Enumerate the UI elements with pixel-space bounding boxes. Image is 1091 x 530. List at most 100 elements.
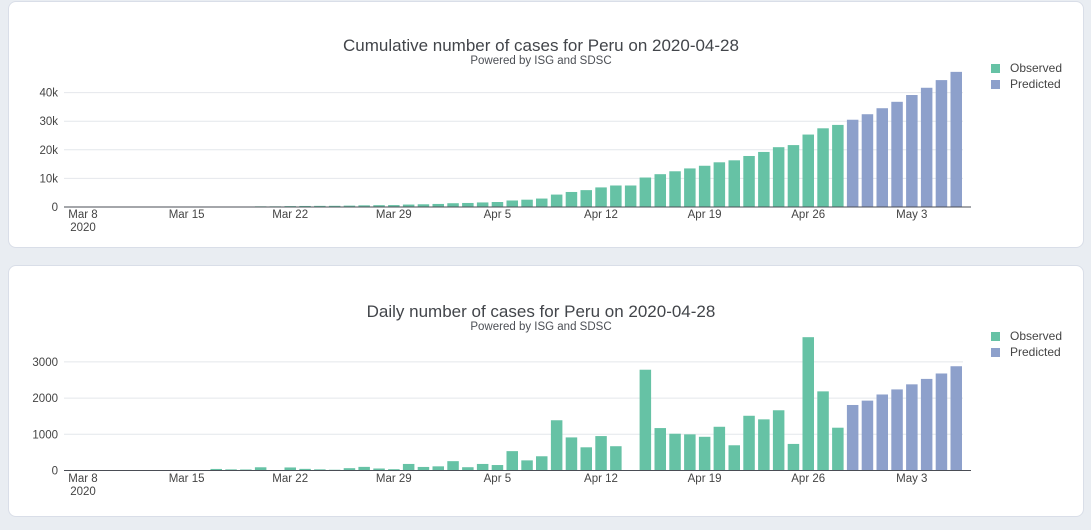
cumulative-chart-legend: Observed Predicted [991, 62, 1083, 91]
observed-bar [550, 194, 563, 207]
observed-bar [624, 185, 637, 207]
legend-label-predicted: Predicted [1010, 345, 1061, 359]
cumulative-chart-title: Cumulative number of cases for Peru on 2… [343, 36, 739, 55]
observed-bar [728, 160, 740, 207]
x-tick-label: Apr 19 [688, 209, 722, 221]
predicted-bar [906, 384, 918, 471]
x-tick-label: Mar 29 [376, 473, 412, 485]
observed-bar [462, 467, 474, 471]
observed-bar [284, 467, 296, 471]
observed-swatch-icon [991, 332, 1000, 341]
observed-bar [240, 469, 252, 471]
observed-bar [447, 461, 459, 471]
x-tick-label: Mar 8 [68, 209, 97, 221]
observed-bar [476, 463, 489, 471]
predicted-bar [906, 95, 918, 207]
observed-bar [521, 199, 533, 207]
x-tick-sublabel: 2020 [70, 222, 96, 234]
cumulative-chart-card: 0 10k 20k 30k 40k Mar 8 2020 Mar 15 Mar 22 Mar 29… [8, 1, 1084, 248]
predicted-bar [891, 389, 903, 471]
observed-bar [343, 205, 356, 207]
x-tick-label: Apr 12 [584, 209, 618, 221]
x-tick-label: Mar 29 [376, 209, 412, 221]
y-tick-label: 30k [39, 116, 58, 128]
observed-bar [536, 456, 548, 471]
observed-bar [432, 203, 444, 207]
observed-bar [254, 467, 267, 471]
observed-bar [713, 162, 726, 207]
x-tick-label: Apr 19 [688, 473, 722, 485]
observed-bar [565, 191, 578, 207]
y-tick-label: 40k [39, 88, 58, 100]
observed-bar [536, 198, 548, 207]
y-tick-label: 10k [39, 173, 58, 185]
legend-label-predicted: Predicted [1010, 77, 1061, 91]
legend-item-predicted[interactable]: Predicted [991, 346, 1083, 359]
legend-item-observed[interactable]: Observed [991, 62, 1083, 75]
legend-item-predicted[interactable]: Predicted [991, 78, 1083, 91]
x-tick-label: Apr 5 [484, 209, 512, 221]
y-tick-label: 0 [52, 466, 58, 478]
observed-bar [521, 460, 533, 471]
observed-bar [388, 205, 400, 207]
observed-bar [743, 415, 755, 471]
x-tick-label: Mar 15 [169, 209, 205, 221]
predicted-bar [876, 108, 888, 207]
predicted-bar [950, 71, 962, 208]
observed-bar [684, 168, 696, 207]
observed-bar [802, 337, 814, 471]
observed-bar [698, 165, 711, 207]
y-tick-label: 1000 [32, 429, 58, 441]
legend-label-observed: Observed [1010, 61, 1063, 75]
predicted-bar [920, 87, 933, 207]
observed-bar [654, 174, 666, 207]
predicted-bar [935, 373, 948, 471]
observed-bar [565, 437, 578, 471]
observed-bar [299, 205, 311, 207]
observed-bar [580, 447, 592, 471]
observed-bar [669, 433, 681, 471]
x-tick-sublabel: 2020 [70, 486, 96, 498]
y-tick-label: 2000 [32, 393, 58, 405]
observed-bar [447, 203, 459, 207]
x-tick-label: May 3 [896, 209, 927, 221]
daily-chart-legend: Observed Predicted [991, 330, 1083, 359]
observed-bar [743, 155, 755, 207]
x-tick-label: Apr 12 [584, 473, 618, 485]
observed-bar [684, 434, 696, 471]
observed-bar [314, 469, 326, 471]
observed-bar [343, 468, 356, 471]
x-tick-label: Apr 26 [791, 209, 825, 221]
predicted-bar [861, 400, 874, 471]
predicted-bar [846, 404, 859, 471]
observed-swatch-icon [991, 64, 1000, 73]
predicted-swatch-icon [991, 348, 1000, 357]
observed-bar [491, 202, 504, 207]
observed-bar [210, 468, 222, 471]
observed-bar [476, 202, 489, 207]
x-tick-label: Mar 22 [272, 473, 308, 485]
observed-bar [506, 451, 518, 471]
y-tick-label: 20k [39, 145, 58, 157]
observed-bar [373, 468, 385, 471]
observed-bar [402, 204, 415, 207]
x-tick-label: Mar 8 [68, 473, 97, 485]
observed-bar [328, 205, 341, 207]
observed-bar [417, 204, 430, 207]
observed-bar [225, 469, 237, 471]
predicted-bar [876, 394, 888, 471]
observed-bar [654, 428, 666, 471]
legend-item-observed[interactable]: Observed [991, 330, 1083, 343]
x-tick-label: Apr 5 [484, 473, 512, 485]
y-tick-label: 0 [52, 202, 58, 214]
observed-bar [698, 436, 711, 471]
observed-bar [728, 445, 740, 471]
observed-bar [491, 465, 504, 471]
observed-bar [817, 128, 829, 207]
predicted-bar [935, 80, 948, 207]
predicted-bar [891, 101, 903, 207]
observed-bar [388, 469, 400, 471]
observed-bar [595, 187, 607, 207]
